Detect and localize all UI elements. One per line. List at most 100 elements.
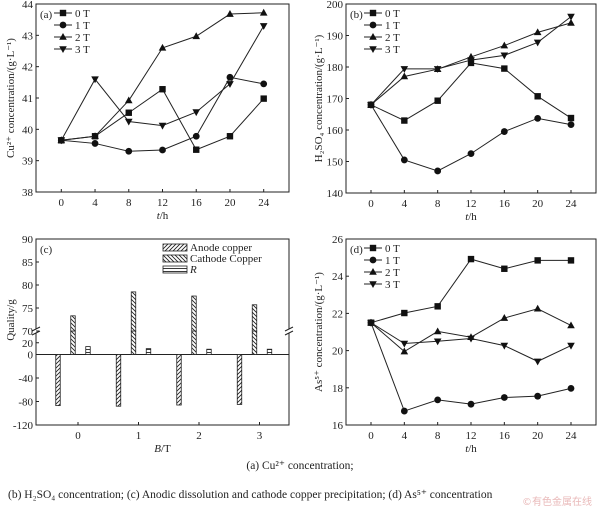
- data-point: [259, 8, 268, 16]
- axis-break-mark-right: [284, 326, 294, 336]
- y-tick-label: 160: [327, 125, 344, 137]
- x-tick-label: 0: [368, 430, 374, 442]
- data-point: [567, 321, 575, 329]
- legend-marker: [59, 33, 67, 40]
- series-line: [370, 258, 571, 324]
- legend-label: 1 T: [385, 20, 400, 32]
- data-point: [567, 257, 575, 264]
- x-tick-label: 16: [499, 430, 511, 442]
- y-tick-label: 0: [28, 350, 34, 362]
- panel-label: (a): [40, 9, 53, 21]
- data-point: [400, 156, 408, 164]
- data-point: [57, 137, 66, 145]
- data-point: [434, 303, 441, 310]
- data-point: [467, 150, 475, 158]
- x-tick-label: 20: [532, 198, 544, 210]
- y-tick-label: 70: [22, 326, 34, 338]
- x-axis-title-unit: /h: [468, 443, 477, 455]
- x-axis-title: t/h: [465, 443, 477, 455]
- bar-upper-segment: [191, 295, 197, 332]
- x-tick-label: 3: [257, 430, 263, 442]
- x-tick-label: 20: [532, 430, 544, 442]
- legend-marker: [369, 244, 377, 252]
- legend-marker: [59, 9, 67, 17]
- series-line: [370, 62, 572, 122]
- x-tick-label: 4: [92, 197, 98, 209]
- data-point: [192, 109, 201, 117]
- data-point: [401, 309, 408, 317]
- x-axis-title-var: t: [465, 443, 469, 455]
- data-point: [433, 338, 442, 346]
- data-point: [226, 81, 234, 88]
- legend-label: 1 T: [385, 255, 400, 267]
- caption-line-2: (b) H₂SO₄ concentration; (c) Anodic diss…: [8, 489, 493, 501]
- data-point: [533, 39, 542, 47]
- bar-upper-segment: [70, 315, 76, 332]
- y-tick-label: 20: [332, 346, 344, 358]
- data-point: [500, 314, 509, 321]
- data-point: [567, 121, 575, 129]
- y-tick-label: 20: [22, 338, 34, 350]
- series-line: [370, 104, 572, 172]
- series-3t: [367, 13, 575, 109]
- data-point: [400, 340, 409, 348]
- y-axis-title: As⁵⁺ concentration/(g·L⁻¹): [313, 272, 325, 392]
- data-point: [567, 13, 575, 21]
- x-tick-label: 8: [126, 197, 132, 209]
- legend-marker: [369, 9, 377, 17]
- y-tick-label: 16: [332, 420, 344, 432]
- y-tick-label: -40: [18, 373, 33, 385]
- data-point: [260, 95, 267, 102]
- x-axis-title-unit: /T: [161, 443, 171, 455]
- data-point: [91, 76, 99, 84]
- y-tick-label: 180: [327, 62, 344, 74]
- data-point: [226, 10, 234, 17]
- x-tick-label: 12: [157, 197, 168, 209]
- plot-frame: [345, 238, 597, 426]
- x-axis-title-var: B: [154, 443, 161, 455]
- y-tick-label: 40: [22, 124, 34, 136]
- panel-label: (b): [350, 9, 363, 21]
- bar: [266, 348, 273, 355]
- x-tick-label: 24: [258, 197, 270, 209]
- legend-marker: [369, 281, 377, 288]
- data-point: [159, 86, 166, 93]
- data-point: [534, 114, 542, 122]
- series-line: [370, 308, 572, 353]
- y-tick-label: 38: [22, 187, 34, 199]
- data-point: [534, 93, 541, 100]
- y-tick-label: 90: [22, 234, 34, 246]
- y-tick-label: 24: [332, 271, 344, 283]
- x-tick-label: 16: [191, 197, 203, 209]
- legend-marker: [59, 46, 67, 53]
- legend-label: 0 T: [385, 8, 400, 20]
- legend-label: 3 T: [385, 279, 400, 291]
- x-tick-label: 1: [136, 430, 142, 442]
- bar: [206, 348, 212, 355]
- legend-label: 2 T: [75, 32, 90, 44]
- data-point: [226, 133, 234, 140]
- x-axis-title: t/h: [465, 211, 477, 223]
- bar-lower-segment: [70, 330, 76, 355]
- legend-label: Cathode Copper: [190, 253, 262, 265]
- y-tick-label: 26: [332, 234, 344, 246]
- data-point: [91, 132, 99, 140]
- data-point: [125, 147, 133, 155]
- data-point: [91, 140, 99, 147]
- legend-swatch: [162, 243, 188, 252]
- data-point: [434, 167, 442, 175]
- x-tick-label: 0: [75, 430, 81, 442]
- y-tick-label: 22: [332, 308, 343, 320]
- data-point: [400, 72, 409, 80]
- y-axis-title: Cu²⁺ concentration/(g·L⁻¹): [5, 38, 17, 158]
- data-point: [192, 32, 201, 40]
- x-axis-title-var: t: [157, 210, 161, 222]
- legend-label: 0 T: [385, 243, 400, 255]
- legend-label: Anode copper: [190, 242, 252, 254]
- x-axis-title-unit: /h: [468, 211, 477, 223]
- data-point: [500, 394, 508, 401]
- legend-marker: [369, 33, 377, 40]
- bar-lower-segment: [251, 330, 258, 355]
- data-point: [434, 396, 442, 404]
- axis-break-gap-right: [285, 329, 293, 333]
